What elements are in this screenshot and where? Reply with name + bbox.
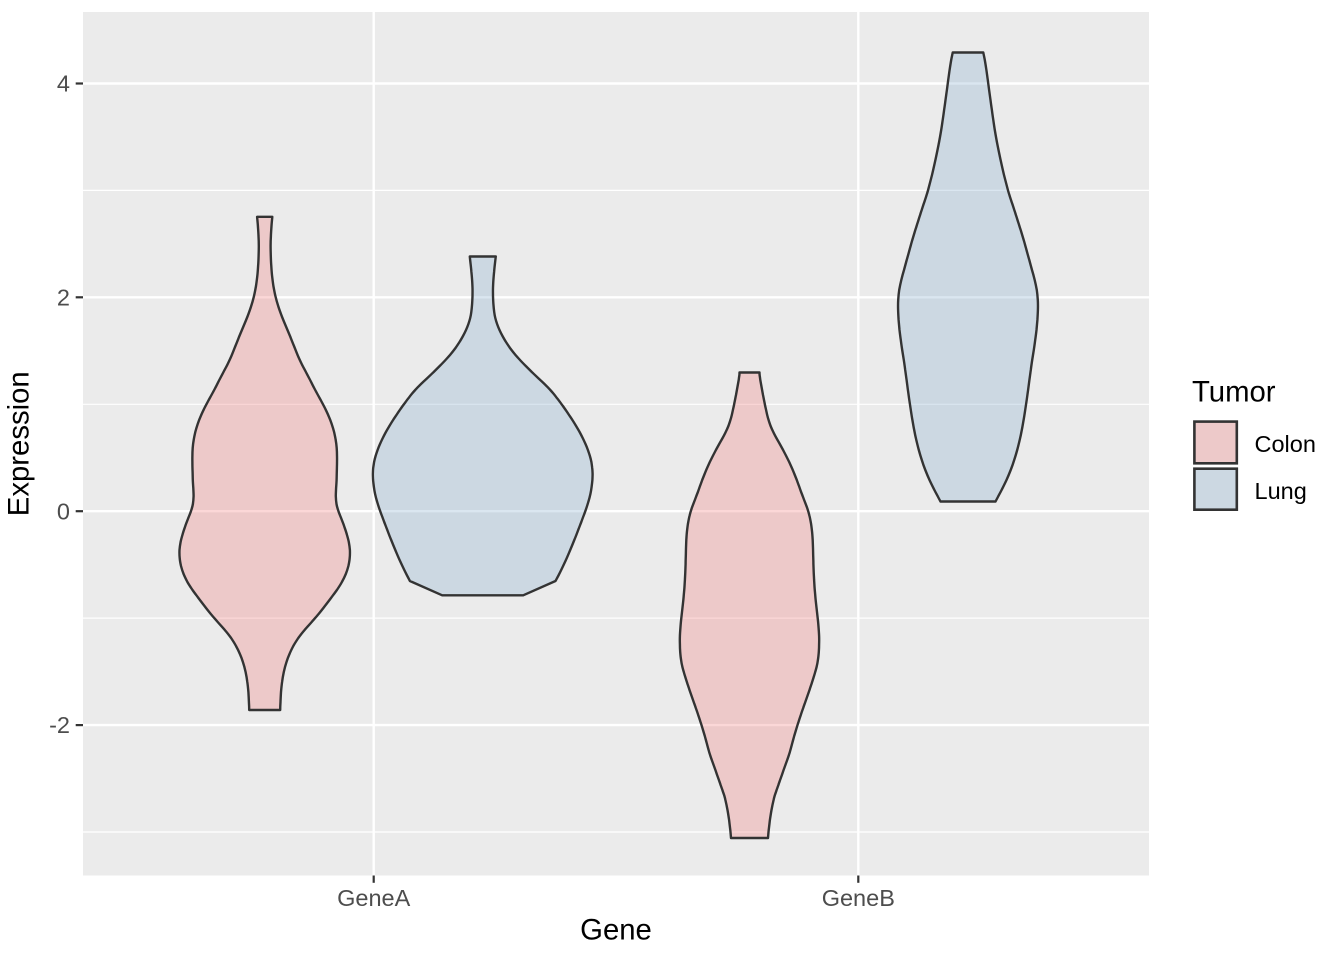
svg-text:Tumor: Tumor (1192, 376, 1276, 409)
svg-text:0: 0 (57, 498, 70, 524)
svg-text:-2: -2 (49, 712, 70, 738)
svg-text:Expression: Expression (3, 371, 36, 516)
svg-text:GeneB: GeneB (822, 885, 895, 911)
svg-text:Lung: Lung (1255, 478, 1307, 504)
svg-text:2: 2 (57, 284, 70, 310)
svg-text:4: 4 (57, 71, 70, 97)
svg-text:GeneA: GeneA (337, 885, 410, 911)
svg-text:Colon: Colon (1255, 431, 1316, 457)
svg-text:Gene: Gene (580, 913, 652, 946)
